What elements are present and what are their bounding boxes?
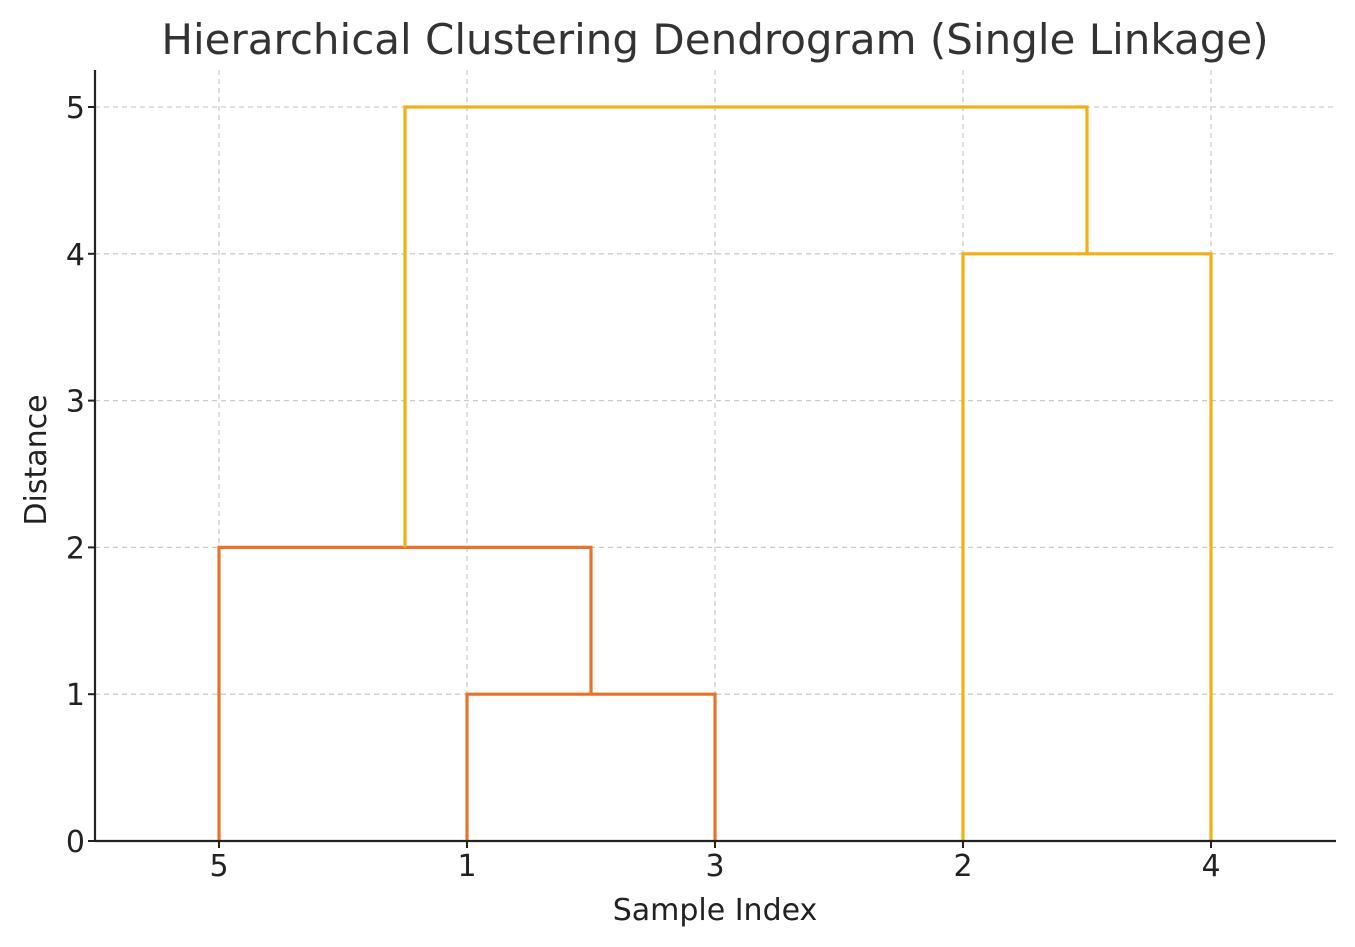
- y-tick-label: 1: [66, 678, 85, 713]
- y-tick-label: 0: [66, 825, 85, 860]
- x-tick-label: 5: [209, 849, 228, 884]
- x-tick-label: 1: [457, 849, 476, 884]
- x-axis-label: Sample Index: [613, 893, 818, 928]
- y-tick-labels: 0 1 2 3 4 5: [66, 91, 95, 860]
- x-tick-label: 2: [953, 849, 972, 884]
- y-tick-label: 2: [66, 531, 85, 566]
- dendrogram-link: [465, 692, 717, 841]
- x-tick-label: 3: [705, 849, 724, 884]
- chart-title: Hierarchical Clustering Dendrogram (Sing…: [161, 15, 1268, 64]
- x-tick-labels: 5 1 3 2 4: [209, 841, 1221, 884]
- x-tick-label: 4: [1201, 849, 1220, 884]
- dendrogram-link: [403, 105, 1089, 548]
- dendrogram-links: [217, 105, 1213, 841]
- y-tick-label: 4: [66, 238, 85, 273]
- y-tick-label: 3: [66, 385, 85, 420]
- y-axis-label: Distance: [19, 394, 54, 525]
- y-tick-label: 5: [66, 91, 85, 126]
